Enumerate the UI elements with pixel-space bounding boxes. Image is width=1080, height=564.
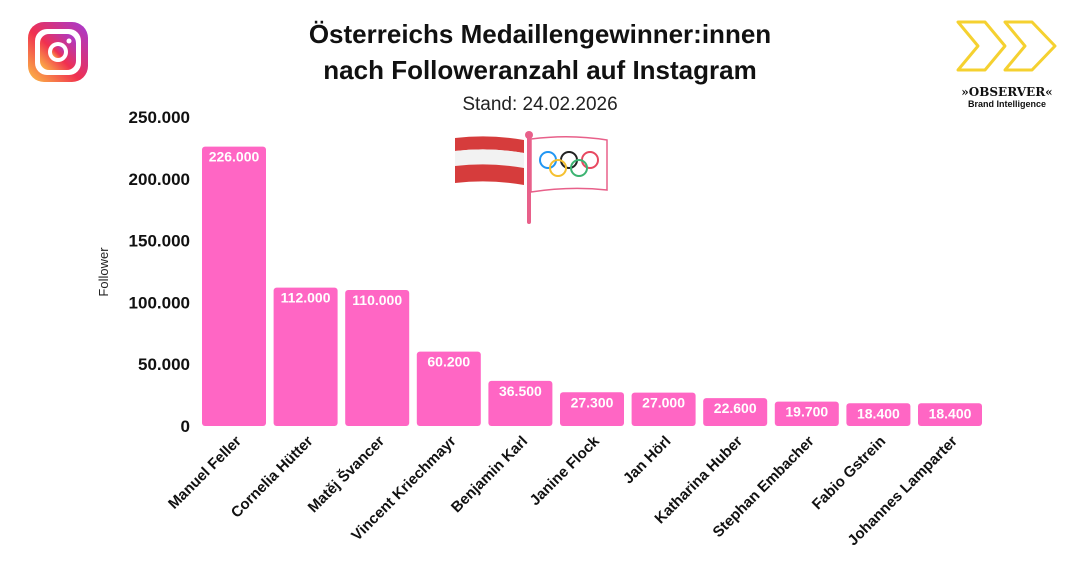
bar	[345, 290, 410, 426]
data-label: 18.400	[929, 405, 972, 421]
bar	[488, 380, 553, 426]
data-label: 27.300	[571, 394, 614, 410]
data-label: 18.400	[857, 405, 900, 421]
observer-logo-text: »OBSERVER«	[961, 85, 1052, 99]
data-label: 110.000	[352, 292, 402, 308]
y-tick-label: 150.000	[129, 232, 190, 251]
y-tick-label: 250.000	[129, 108, 190, 127]
data-label: 112.000	[281, 290, 331, 306]
y-axis-label: Follower	[96, 247, 111, 297]
bar	[774, 401, 839, 426]
bar	[846, 403, 911, 426]
data-label: 226.000	[209, 149, 260, 165]
y-tick-label: 50.000	[138, 355, 190, 374]
olympic-flag-icon	[525, 131, 608, 224]
chart-subtitle: Stand: 24.02.2026	[462, 94, 618, 115]
x-tick-label: Janine Flock	[527, 432, 604, 509]
y-tick-label: 200.000	[129, 170, 190, 189]
observer-logo: »OBSERVER« Brand Intelligence	[956, 20, 1057, 109]
bar	[202, 146, 266, 426]
bar	[703, 398, 768, 426]
data-label: 22.600	[714, 400, 757, 416]
y-tick-label: 0	[181, 417, 190, 436]
chart-title-line-2: nach Followeranzahl auf Instagram	[323, 55, 757, 85]
x-tick-label: Manuel Feller	[165, 433, 245, 513]
data-label: 27.000	[642, 395, 685, 411]
y-tick-label: 100.000	[129, 293, 190, 312]
austria-flag-icon	[455, 136, 524, 185]
bar	[273, 287, 338, 426]
chart-title-line-1: Österreichs Medaillengewinner:innen	[308, 19, 772, 49]
x-tick-label: Benjamin Karl	[448, 433, 531, 516]
data-label: 36.500	[499, 383, 542, 399]
bar	[560, 392, 624, 426]
instagram-icon	[28, 22, 88, 82]
x-tick-label: Jan Hörl	[620, 433, 674, 487]
bar	[631, 392, 696, 426]
observer-logo-tagline: Brand Intelligence	[968, 99, 1046, 109]
x-tick-label: Fabio Gstrein	[809, 433, 889, 513]
bar	[416, 351, 481, 426]
data-label: 60.200	[427, 354, 470, 370]
bar	[918, 403, 982, 426]
data-label: 19.700	[785, 404, 828, 420]
